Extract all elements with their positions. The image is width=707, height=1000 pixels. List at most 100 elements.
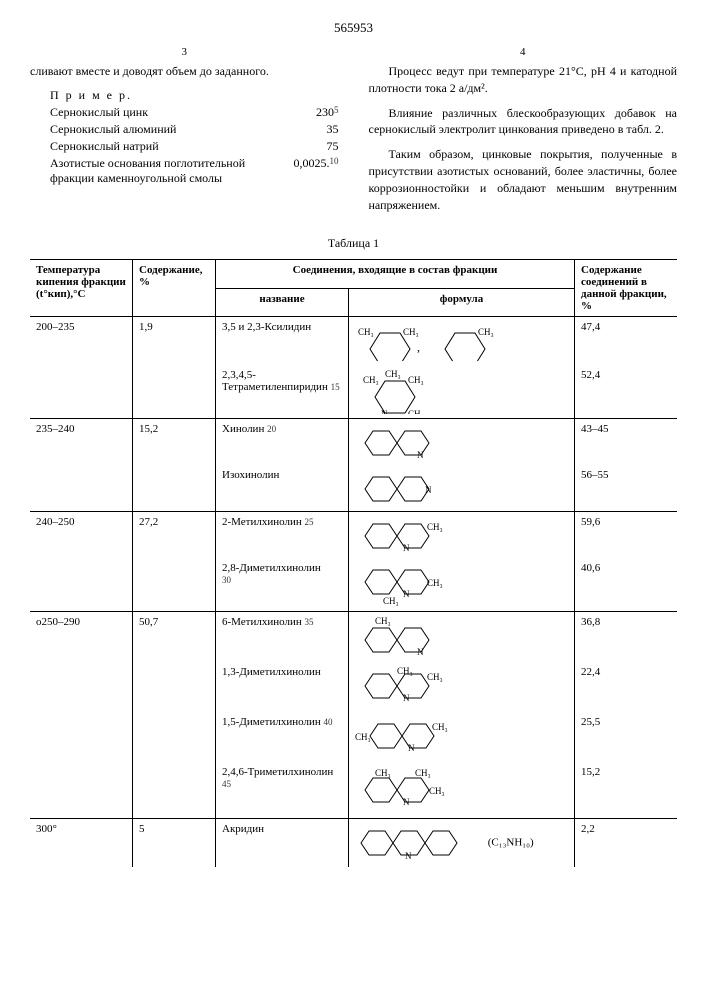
cell-content: 27,2 [133,512,216,559]
right-column: 4 Процесс ведут при температуре 21°С, рН… [369,46,678,221]
cell-formula: NCH₃CH₃ [349,712,575,762]
table-row: 235–240 15,2 Хинолин 20 N 43–45 [30,419,677,466]
svg-text:CH₃: CH₃ [408,375,424,385]
svg-text:N: N [403,543,410,553]
molecule-246-trimethylquinoline: NCH₃CH₃CH₃ [355,766,455,814]
cell-name: 2,4,6-Триметилхинолин45 [216,762,349,819]
molecule-28-dimethylquinoline: N CH₃ CH₃ [355,562,450,607]
svg-text:CH₃: CH₃ [415,768,431,778]
th-frac-content: Содержание соединений в данной фракции, … [575,260,678,317]
svg-text:CH₃: CH₃ [385,369,401,379]
left-column: 3 сливают вместе и доводят объем до зада… [30,46,339,221]
molecule-13-dimethylquinoline: NCH₃CH₃ [355,666,450,708]
cell-name: 6-Метилхинолин 35 [216,612,349,663]
cell-formula: NCH₃ [349,612,575,663]
cell-name: Хинолин 20 [216,419,349,466]
th-content: Содержание, % [133,260,216,317]
svg-text:CH₃: CH₃ [427,578,443,588]
cell-pct: 15,2 [575,762,678,819]
right-p2: Влияние различных блескообразующих добав… [369,105,678,139]
th-formula: формула [349,288,575,317]
th-name: название [216,288,349,317]
cell-name: Изохинолин [216,465,349,512]
svg-text:CH₃: CH₃ [358,327,374,337]
line-number: 10 [330,156,339,186]
example-value: 35 [279,122,339,137]
svg-text:CH₃: CH₃ [383,596,399,606]
cell-pct: 36,8 [575,612,678,663]
table1-title: Таблица 1 [30,236,677,251]
cell-formula: NCH₃CH₃ [349,662,575,712]
cell-pct: 43–45 [575,419,678,466]
svg-text:CH₃: CH₃ [397,666,413,676]
line-number: 5 [334,105,339,120]
cell-pct: 56–55 [575,465,678,512]
cell-formula: N (C₁₃NH₁₀) [349,819,575,868]
cell-pct: 52,4 [575,365,678,419]
svg-text:CH₃: CH₃ [403,327,419,337]
col-num-right: 4 [369,46,678,58]
molecule-15-dimethylquinoline: NCH₃CH₃ [355,716,455,758]
formula-extra: (C₁₃NH₁₀) [488,837,534,849]
cell-formula: N [349,465,575,512]
example-value: 230 [274,105,334,120]
cell-temp: 300° [30,819,133,868]
cell-content: 1,9 [133,317,216,366]
cell-formula: N [349,419,575,466]
table-row: 1,5-Диметилхинолин 40 NCH₃CH₃ 25,5 [30,712,677,762]
cell-temp: 235–240 [30,419,133,466]
molecule-quinoline: N [355,423,435,461]
cell-temp: о250–290 [30,612,133,663]
molecule-acridine: N [355,823,485,863]
svg-text:N: N [408,743,415,753]
example-value: 75 [279,139,339,154]
cell-temp: 240–250 [30,512,133,559]
document-number: 565953 [30,20,677,36]
molecule-xylidine: CH₃ CH₃ N , CH₃ CH₃ N [355,321,495,361]
table-row: 200–235 1,9 3,5 и 2,3-Ксилидин CH₃ CH₃ N… [30,317,677,366]
example-label: Сернокислый натрий [50,139,279,154]
cell-pct: 25,5 [575,712,678,762]
cell-pct: 2,2 [575,819,678,868]
th-temp: Температура кипения фракции (t°кип),°С [30,260,133,317]
example-row: Сернокислый натрий 75 [30,139,339,154]
right-p1: Процесс ведут при температуре 21°С, рН 4… [369,63,678,97]
table-row: Изохинолин N 56–55 [30,465,677,512]
table-row: о250–290 50,7 6-Метилхинолин 35 NCH₃ 36,… [30,612,677,663]
svg-text:N: N [405,851,412,861]
intro-columns: 3 сливают вместе и доводят объем до зада… [30,46,677,221]
cell-name: 3,5 и 2,3-Ксилидин [216,317,349,366]
right-p3: Таким образом, цинковые покрытия, получе… [369,146,678,213]
table-row: 2,8-Диметилхинолин30 NCH₃CH₃ 40,6 [30,558,677,612]
example-label: Сернокислый цинк [50,105,274,120]
cell-pct: 22,4 [575,662,678,712]
molecule-2-methylquinoline: NCH₃ [355,516,445,554]
example-label: Азотистые основания поглотительной фракц… [50,156,270,186]
svg-text:CH₃: CH₃ [363,375,379,385]
table1: Температура кипения фракции (t°кип),°С С… [30,259,677,867]
example-value: 0,0025. [270,156,330,186]
svg-text:N: N [381,409,388,414]
cell-name: Акридин [216,819,349,868]
molecule-isoquinoline: N [355,469,435,507]
table-row: 2,3,4,5-Тетраметиленпиридин 15 CH₃ CH₃ C… [30,365,677,419]
svg-text:CH₃: CH₃ [408,409,424,414]
example-row: Сернокислый алюминий 35 [30,122,339,137]
cell-name: 2,8-Диметилхинолин30 [216,558,349,612]
left-intro-text: сливают вместе и доводят объем до заданн… [30,63,339,80]
cell-content: 50,7 [133,612,216,663]
cell-name: 2,3,4,5-Тетраметиленпиридин 15 [216,365,349,419]
col-num-left: 3 [30,46,339,58]
svg-text:N: N [403,589,410,599]
cell-name: 2-Метилхинолин 25 [216,512,349,559]
svg-text:CH₃: CH₃ [432,722,448,732]
cell-pct: 47,4 [575,317,678,366]
cell-name: 1,5-Диметилхинолин 40 [216,712,349,762]
cell-formula: CH₃ CH₃ N , CH₃ CH₃ N [349,317,575,366]
svg-text:N: N [417,647,424,657]
example-heading: П р и м е р. [30,88,339,103]
cell-temp: 200–235 [30,317,133,366]
svg-text:CH₃: CH₃ [478,327,494,337]
molecule-6-methylquinoline: NCH₃ [355,616,445,658]
svg-text:,: , [417,340,420,354]
